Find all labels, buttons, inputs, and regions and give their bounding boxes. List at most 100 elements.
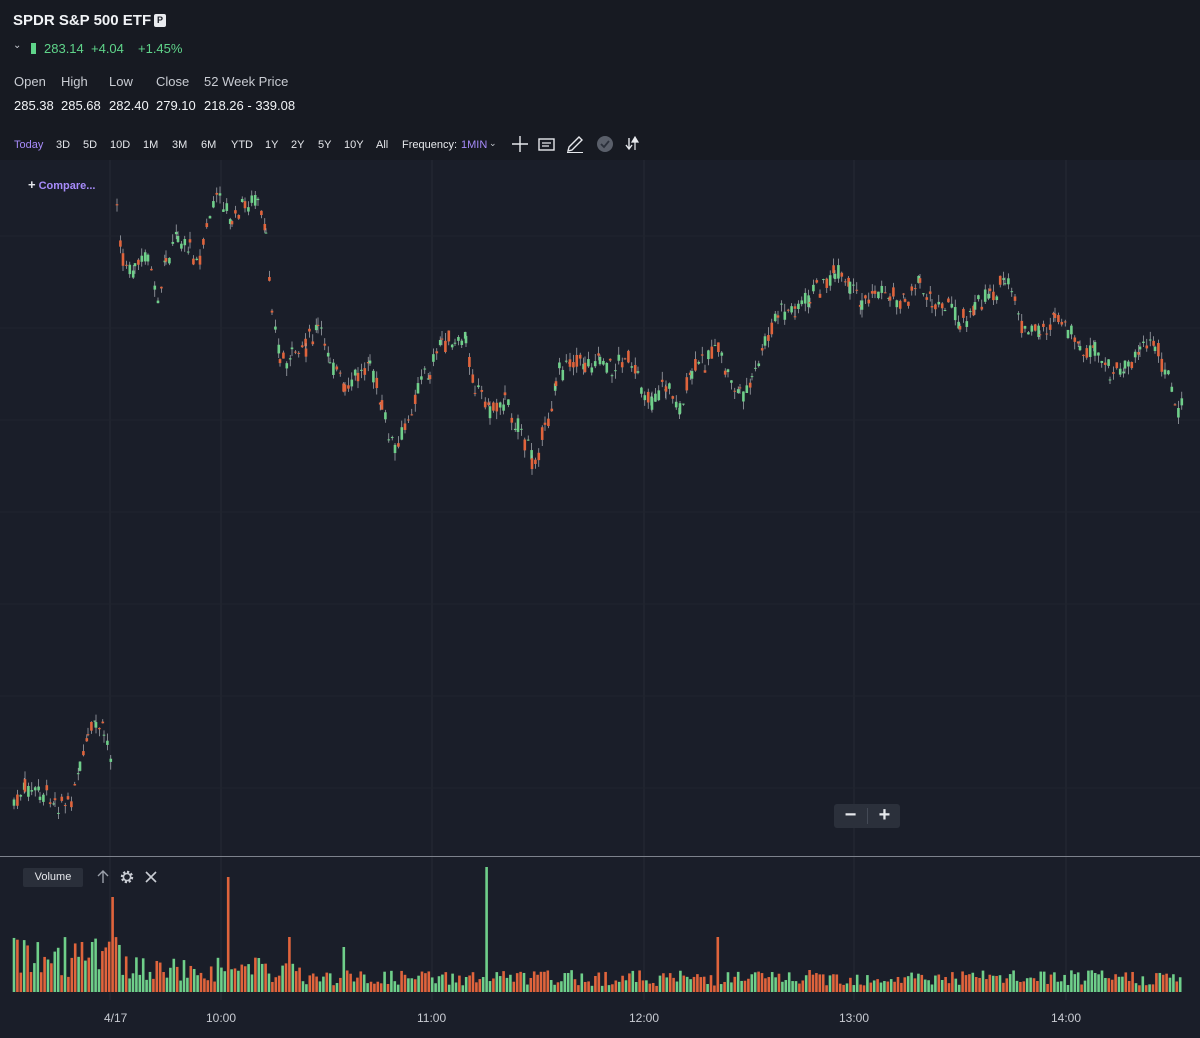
candle-body	[682, 403, 685, 405]
candle-body	[553, 383, 557, 391]
candle-body	[326, 352, 330, 357]
candle-body	[16, 794, 19, 806]
stat-value-close: 279.10	[156, 98, 196, 113]
candle-body	[654, 393, 657, 402]
candle-body	[930, 306, 934, 308]
market-badge[interactable]: P	[154, 14, 166, 27]
range-ytd[interactable]: YTD	[231, 139, 253, 151]
candle-body	[1017, 313, 1020, 315]
range-3m[interactable]: 3M	[172, 139, 188, 151]
volume-bar	[910, 972, 913, 992]
candle-body	[707, 350, 710, 360]
volume-bar	[475, 982, 478, 992]
candle-body	[368, 360, 372, 364]
event-icon[interactable]	[595, 134, 615, 154]
zoom-in-button[interactable]: +	[878, 804, 891, 826]
volume-bar	[192, 968, 196, 992]
range-6m[interactable]: 6M	[201, 139, 217, 151]
close-icon[interactable]	[142, 868, 160, 886]
volume-bar	[12, 937, 16, 992]
candle-body	[378, 402, 382, 405]
volume-bar	[770, 972, 774, 992]
candle-body	[636, 371, 640, 373]
move-up-icon[interactable]	[94, 868, 112, 886]
volume-bar	[1104, 977, 1107, 992]
candle-body	[76, 773, 80, 775]
range-2y[interactable]: 2Y	[291, 139, 305, 151]
price-change: +4.04	[91, 41, 124, 56]
candle-body	[137, 259, 140, 265]
volume-bar	[804, 975, 808, 992]
range-1m[interactable]: 1M	[143, 139, 159, 151]
volume-bar	[400, 970, 403, 992]
candle-body	[143, 252, 147, 262]
candle-body	[892, 287, 895, 297]
candle-body	[66, 796, 70, 800]
candle-body	[738, 387, 742, 389]
range-10y[interactable]: 10Y	[344, 139, 364, 151]
candle-body	[195, 258, 199, 261]
volume-bar	[284, 963, 288, 992]
candle-body	[797, 303, 800, 310]
zoom-out-button[interactable]: −	[844, 804, 857, 826]
volume-bar	[172, 958, 176, 992]
range-3d[interactable]: 3D	[56, 139, 71, 151]
candle-body	[883, 292, 887, 294]
candle-body	[1112, 372, 1115, 374]
candle-body	[783, 311, 787, 320]
candle-body	[503, 392, 507, 396]
gear-icon[interactable]	[118, 868, 136, 886]
volume-bar	[702, 976, 706, 992]
candle-body	[870, 291, 874, 294]
price-chart[interactable]	[0, 160, 1200, 1038]
volume-bar	[471, 972, 475, 992]
range-5d[interactable]: 5D	[83, 139, 98, 151]
volume-bar	[63, 937, 67, 992]
candle-body	[256, 198, 260, 201]
candle-body	[192, 258, 195, 265]
volume-bar	[991, 975, 995, 992]
candle-body	[907, 301, 910, 306]
range-5y[interactable]: 5Y	[318, 139, 332, 151]
volume-bar	[699, 977, 703, 992]
candle-body	[1010, 291, 1014, 293]
plus-icon: +	[28, 177, 36, 192]
candle-body	[363, 368, 367, 375]
crosshair-icon[interactable]	[510, 134, 530, 154]
draw-icon[interactable]	[565, 134, 585, 154]
candle-body	[294, 351, 297, 353]
range-today[interactable]: Today	[14, 139, 44, 151]
range-10d[interactable]: 10D	[110, 139, 131, 151]
range-1y[interactable]: 1Y	[265, 139, 279, 151]
volume-bar	[308, 975, 312, 992]
volume-bar	[148, 971, 152, 992]
volume-bar	[1168, 977, 1172, 992]
volume-bar	[155, 960, 159, 992]
candle-body	[898, 300, 902, 309]
frequency-select[interactable]: 1MIN	[461, 139, 488, 151]
volume-panel-separator[interactable]	[0, 856, 1200, 857]
note-icon[interactable]	[537, 134, 557, 154]
volume-bar	[1165, 973, 1168, 992]
volume-bar	[549, 979, 553, 992]
chevron-down-icon[interactable]: ⌄	[13, 40, 22, 51]
volume-panel-label[interactable]: Volume	[23, 868, 83, 887]
volume-bar	[1138, 985, 1141, 992]
candle-body	[1108, 379, 1112, 381]
volume-bar	[577, 985, 580, 992]
volume-bar	[1131, 971, 1134, 992]
chevron-down-icon[interactable]: ⌄	[489, 138, 497, 148]
range-all[interactable]: All	[376, 139, 389, 151]
volume-bar	[131, 973, 135, 992]
candle-body	[587, 359, 590, 367]
volume-bar	[821, 974, 825, 992]
compare-label: Compare...	[38, 180, 96, 192]
volume-bar	[182, 960, 186, 992]
candle-body	[973, 302, 977, 310]
volume-bar	[944, 977, 947, 992]
candle-body	[42, 794, 45, 802]
volume-bar	[628, 973, 631, 992]
compare-button[interactable]: + Compare...	[28, 177, 95, 192]
share-icon[interactable]	[622, 134, 642, 154]
volume-bar	[988, 974, 992, 992]
